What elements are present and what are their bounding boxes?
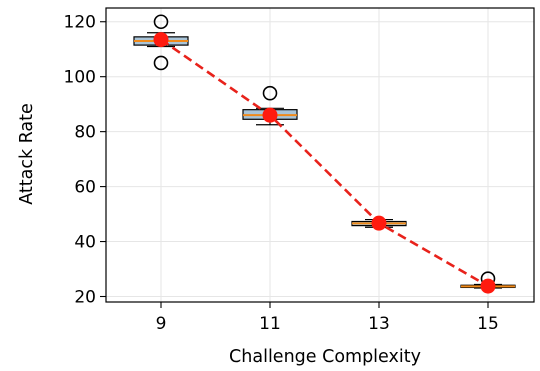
outlier-point [153, 14, 169, 30]
y-tick-label: 40 [74, 233, 96, 253]
mean-layer [153, 32, 496, 294]
mean-point [480, 278, 496, 294]
y-tick-label: 120 [64, 13, 96, 33]
x-axis-label: Challenge Complexity [229, 347, 421, 367]
ticks: 9 11 13 15 20 40 60 80 100 120 [64, 13, 499, 334]
boxes [133, 14, 516, 289]
y-tick-label: 60 [74, 178, 96, 198]
x-tick-label: 11 [259, 314, 281, 334]
outlier-point [153, 55, 169, 71]
plot-frame [105, 7, 535, 303]
mean-point [153, 32, 169, 48]
mean-point [371, 215, 387, 231]
y-tick-label: 100 [64, 68, 96, 88]
x-tick-label: 13 [368, 314, 390, 334]
y-tick-label: 20 [74, 288, 96, 308]
y-axis-label: Attack Rate [17, 103, 37, 205]
x-tick-label: 15 [477, 314, 499, 334]
x-tick-label: 9 [156, 314, 167, 334]
y-tick-label: 80 [74, 123, 96, 143]
grid [106, 8, 534, 302]
mean-point [262, 107, 278, 123]
outlier-point [262, 85, 278, 101]
